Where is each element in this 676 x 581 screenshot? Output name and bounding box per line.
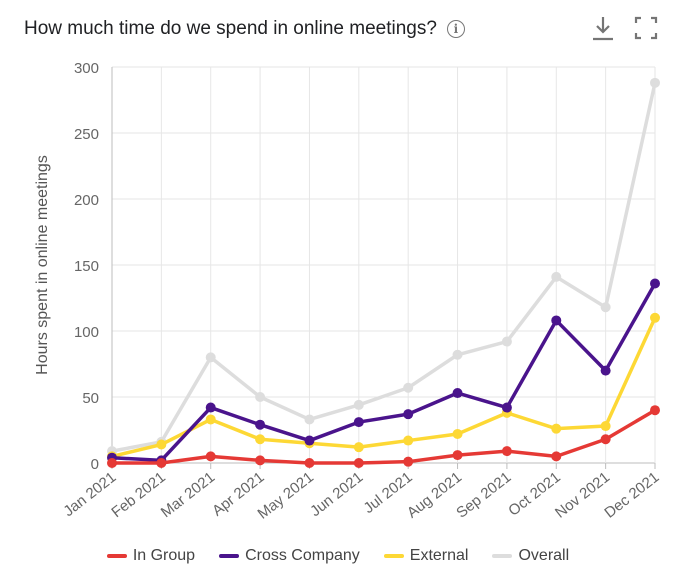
x-tick-label: Feb 2021: [108, 469, 168, 521]
x-tick-label: May 2021: [255, 469, 317, 523]
data-point: [353, 417, 364, 428]
y-axis-title: Hours spent in online meetings: [34, 155, 51, 375]
data-point: [452, 349, 463, 360]
y-tick-label: 50: [82, 390, 99, 407]
x-tick-label: Aug 2021: [404, 469, 465, 522]
data-point: [452, 388, 463, 399]
y-tick-label: 150: [74, 258, 99, 275]
data-point: [255, 419, 266, 430]
series-line-in-group: [112, 408, 656, 465]
series-line-external: [111, 317, 657, 459]
y-tick-label: 100: [74, 324, 99, 341]
info-icon[interactable]: i: [446, 20, 465, 38]
x-tick-label: Mar 2021: [158, 469, 218, 521]
data-point: [452, 450, 463, 461]
data-point: [353, 399, 364, 410]
legend-item[interactable]: Overall: [492, 547, 569, 565]
legend-swatch: [106, 554, 127, 558]
x-tick-label: Dec 2021: [601, 469, 662, 522]
legend-label: Cross Company: [245, 547, 360, 564]
x-tick-label: Nov 2021: [552, 469, 613, 522]
y-tick-label: 200: [74, 192, 99, 209]
data-point: [255, 392, 266, 402]
data-point: [403, 409, 414, 420]
legend-swatch: [383, 554, 404, 558]
data-point: [403, 435, 414, 446]
data-point: [452, 428, 463, 439]
download-icon: [593, 17, 613, 41]
data-point: [304, 458, 315, 468]
data-point: [501, 336, 512, 347]
x-tick-label: Jun 2021: [307, 469, 366, 520]
data-point: [551, 271, 562, 282]
data-point: [600, 302, 611, 313]
series-line-cross-company: [111, 282, 657, 463]
data-point: [600, 365, 611, 376]
data-point: [650, 77, 660, 88]
data-point: [205, 451, 216, 462]
data-point: [304, 414, 315, 425]
data-point: [650, 405, 660, 416]
data-point: [650, 278, 660, 289]
legend-label: External: [409, 547, 469, 564]
download-button[interactable]: [590, 14, 616, 42]
data-point: [255, 434, 266, 445]
data-point: [650, 312, 660, 323]
legend-item[interactable]: In Group: [106, 547, 196, 565]
legend-label: In Group: [132, 547, 196, 564]
fullscreen-icon: [634, 16, 658, 40]
data-point: [205, 402, 216, 413]
chart-header: How much time do we spend in online meet…: [24, 12, 465, 46]
legend-swatch: [219, 554, 240, 558]
y-tick-label: 300: [74, 60, 99, 77]
data-point: [353, 442, 364, 453]
chart-legend: In Group Cross Company External Overall: [0, 547, 676, 565]
data-point: [205, 352, 216, 363]
data-point: [403, 456, 414, 467]
x-tick-label: Jan 2021: [60, 469, 119, 520]
legend-swatch: [492, 554, 513, 558]
y-tick-label: 0: [91, 456, 99, 473]
series-line-overall: [111, 82, 657, 453]
data-point: [551, 315, 562, 326]
data-point: [551, 451, 562, 462]
data-point: [403, 382, 414, 393]
data-point: [255, 455, 266, 466]
legend-label: Overall: [518, 547, 570, 564]
x-tick-label: Sep 2021: [453, 469, 514, 522]
data-point: [501, 446, 512, 457]
data-point: [353, 458, 364, 468]
legend-item[interactable]: Cross Company: [219, 547, 360, 565]
y-tick-label: 250: [74, 126, 99, 143]
data-point: [107, 458, 117, 468]
data-point: [600, 434, 611, 445]
fullscreen-button[interactable]: [633, 14, 659, 42]
data-point: [304, 435, 315, 446]
data-point: [156, 439, 167, 450]
data-point: [205, 414, 216, 425]
data-point: [600, 421, 611, 432]
data-point: [501, 402, 512, 413]
data-point: [156, 458, 167, 468]
legend-item[interactable]: External: [383, 547, 469, 565]
data-point: [551, 423, 562, 434]
chart-title: How much time do we spend in online meet…: [24, 18, 437, 39]
